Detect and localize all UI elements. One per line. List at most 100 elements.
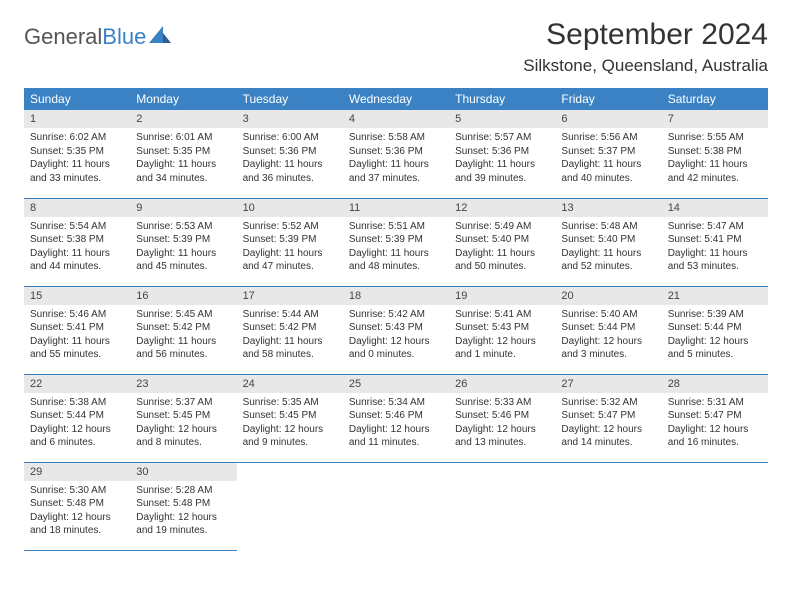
day-header: Thursday [449, 88, 555, 110]
calendar-row: 1Sunrise: 6:02 AMSunset: 5:35 PMDaylight… [24, 110, 768, 198]
daylight-text: Daylight: 11 hours and 47 minutes. [243, 247, 337, 274]
calendar-cell: 28Sunrise: 5:31 AMSunset: 5:47 PMDayligh… [662, 374, 768, 462]
calendar-cell: 12Sunrise: 5:49 AMSunset: 5:40 PMDayligh… [449, 198, 555, 286]
daylight-text: Daylight: 11 hours and 56 minutes. [136, 335, 230, 362]
sunrise-text: Sunrise: 5:42 AM [349, 308, 443, 322]
sunset-text: Sunset: 5:36 PM [455, 145, 549, 159]
calendar-cell: 14Sunrise: 5:47 AMSunset: 5:41 PMDayligh… [662, 198, 768, 286]
sunset-text: Sunset: 5:35 PM [136, 145, 230, 159]
sunset-text: Sunset: 5:44 PM [30, 409, 124, 423]
calendar-cell: 11Sunrise: 5:51 AMSunset: 5:39 PMDayligh… [343, 198, 449, 286]
calendar-cell: 29Sunrise: 5:30 AMSunset: 5:48 PMDayligh… [24, 462, 130, 550]
daylight-text: Daylight: 11 hours and 34 minutes. [136, 158, 230, 185]
calendar-cell [662, 462, 768, 550]
sunrise-text: Sunrise: 5:28 AM [136, 484, 230, 498]
day-data: Sunrise: 5:38 AMSunset: 5:44 PMDaylight:… [24, 393, 130, 455]
sunrise-text: Sunrise: 5:30 AM [30, 484, 124, 498]
daylight-text: Daylight: 12 hours and 9 minutes. [243, 423, 337, 450]
sunset-text: Sunset: 5:42 PM [136, 321, 230, 335]
sunrise-text: Sunrise: 5:55 AM [668, 131, 762, 145]
daylight-text: Daylight: 11 hours and 37 minutes. [349, 158, 443, 185]
calendar-cell: 15Sunrise: 5:46 AMSunset: 5:41 PMDayligh… [24, 286, 130, 374]
day-number: 5 [449, 110, 555, 128]
sunrise-text: Sunrise: 5:54 AM [30, 220, 124, 234]
day-data: Sunrise: 5:41 AMSunset: 5:43 PMDaylight:… [449, 305, 555, 367]
logo-text: GeneralBlue [24, 24, 146, 50]
day-data: Sunrise: 5:30 AMSunset: 5:48 PMDaylight:… [24, 481, 130, 543]
day-number: 18 [343, 287, 449, 305]
sunrise-text: Sunrise: 5:33 AM [455, 396, 549, 410]
sunset-text: Sunset: 5:35 PM [30, 145, 124, 159]
daylight-text: Daylight: 11 hours and 42 minutes. [668, 158, 762, 185]
day-number: 2 [130, 110, 236, 128]
calendar-row: 15Sunrise: 5:46 AMSunset: 5:41 PMDayligh… [24, 286, 768, 374]
calendar-cell [237, 462, 343, 550]
day-number: 13 [555, 199, 661, 217]
day-number: 6 [555, 110, 661, 128]
sunrise-text: Sunrise: 5:38 AM [30, 396, 124, 410]
daylight-text: Daylight: 11 hours and 36 minutes. [243, 158, 337, 185]
day-number: 1 [24, 110, 130, 128]
day-number: 25 [343, 375, 449, 393]
day-header: Saturday [662, 88, 768, 110]
calendar-cell: 26Sunrise: 5:33 AMSunset: 5:46 PMDayligh… [449, 374, 555, 462]
sunrise-text: Sunrise: 5:51 AM [349, 220, 443, 234]
day-number: 30 [130, 463, 236, 481]
calendar-cell: 6Sunrise: 5:56 AMSunset: 5:37 PMDaylight… [555, 110, 661, 198]
day-data: Sunrise: 5:40 AMSunset: 5:44 PMDaylight:… [555, 305, 661, 367]
sunrise-text: Sunrise: 5:34 AM [349, 396, 443, 410]
day-number: 10 [237, 199, 343, 217]
sunrise-text: Sunrise: 5:56 AM [561, 131, 655, 145]
day-data: Sunrise: 5:57 AMSunset: 5:36 PMDaylight:… [449, 128, 555, 190]
day-number: 16 [130, 287, 236, 305]
day-number: 23 [130, 375, 236, 393]
day-data: Sunrise: 6:01 AMSunset: 5:35 PMDaylight:… [130, 128, 236, 190]
sunrise-text: Sunrise: 5:32 AM [561, 396, 655, 410]
sunrise-text: Sunrise: 5:40 AM [561, 308, 655, 322]
sunrise-text: Sunrise: 5:41 AM [455, 308, 549, 322]
day-data: Sunrise: 5:35 AMSunset: 5:45 PMDaylight:… [237, 393, 343, 455]
sunset-text: Sunset: 5:48 PM [136, 497, 230, 511]
calendar-cell: 24Sunrise: 5:35 AMSunset: 5:45 PMDayligh… [237, 374, 343, 462]
day-header-row: Sunday Monday Tuesday Wednesday Thursday… [24, 88, 768, 110]
sunset-text: Sunset: 5:44 PM [668, 321, 762, 335]
sunset-text: Sunset: 5:41 PM [30, 321, 124, 335]
day-data: Sunrise: 5:49 AMSunset: 5:40 PMDaylight:… [449, 217, 555, 279]
day-data: Sunrise: 6:02 AMSunset: 5:35 PMDaylight:… [24, 128, 130, 190]
sunset-text: Sunset: 5:36 PM [243, 145, 337, 159]
calendar-cell: 8Sunrise: 5:54 AMSunset: 5:38 PMDaylight… [24, 198, 130, 286]
calendar-row: 8Sunrise: 5:54 AMSunset: 5:38 PMDaylight… [24, 198, 768, 286]
sunset-text: Sunset: 5:47 PM [561, 409, 655, 423]
title-block: September 2024 Silkstone, Queensland, Au… [523, 18, 768, 76]
sunset-text: Sunset: 5:39 PM [349, 233, 443, 247]
sunset-text: Sunset: 5:39 PM [243, 233, 337, 247]
sunrise-text: Sunrise: 5:37 AM [136, 396, 230, 410]
calendar-cell: 30Sunrise: 5:28 AMSunset: 5:48 PMDayligh… [130, 462, 236, 550]
triangle-icon [149, 26, 173, 49]
day-number: 22 [24, 375, 130, 393]
sunset-text: Sunset: 5:47 PM [668, 409, 762, 423]
sunset-text: Sunset: 5:46 PM [349, 409, 443, 423]
sunset-text: Sunset: 5:48 PM [30, 497, 124, 511]
sunset-text: Sunset: 5:38 PM [668, 145, 762, 159]
calendar-cell: 10Sunrise: 5:52 AMSunset: 5:39 PMDayligh… [237, 198, 343, 286]
calendar-cell [555, 462, 661, 550]
day-number: 3 [237, 110, 343, 128]
sunset-text: Sunset: 5:46 PM [455, 409, 549, 423]
day-number: 4 [343, 110, 449, 128]
sunset-text: Sunset: 5:37 PM [561, 145, 655, 159]
logo: GeneralBlue [24, 24, 173, 50]
calendar-cell: 4Sunrise: 5:58 AMSunset: 5:36 PMDaylight… [343, 110, 449, 198]
daylight-text: Daylight: 11 hours and 45 minutes. [136, 247, 230, 274]
daylight-text: Daylight: 12 hours and 14 minutes. [561, 423, 655, 450]
day-number: 15 [24, 287, 130, 305]
daylight-text: Daylight: 12 hours and 18 minutes. [30, 511, 124, 538]
calendar-cell: 18Sunrise: 5:42 AMSunset: 5:43 PMDayligh… [343, 286, 449, 374]
sunset-text: Sunset: 5:45 PM [243, 409, 337, 423]
day-data: Sunrise: 5:44 AMSunset: 5:42 PMDaylight:… [237, 305, 343, 367]
day-header: Wednesday [343, 88, 449, 110]
page-title: September 2024 [523, 18, 768, 52]
day-header: Sunday [24, 88, 130, 110]
sunrise-text: Sunrise: 5:48 AM [561, 220, 655, 234]
sunset-text: Sunset: 5:38 PM [30, 233, 124, 247]
